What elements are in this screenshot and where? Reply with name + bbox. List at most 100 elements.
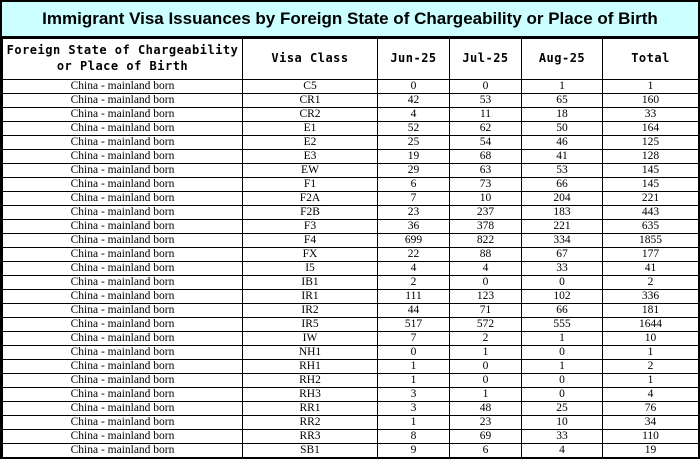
cell-foreign-state: China - mainland born — [2, 219, 243, 234]
cell-jun-25: 52 — [377, 121, 450, 136]
cell-total: 635 — [602, 219, 698, 234]
cell-visa-class: F4 — [242, 233, 378, 248]
cell-jul-25: 237 — [449, 205, 522, 220]
header-row: Foreign State of Chargeability or Place … — [2, 38, 698, 80]
table-row: China - mainland born RR2 1 23 10 34 — [2, 415, 698, 430]
header-aug-25: Aug-25 — [521, 38, 603, 80]
cell-visa-class: RR3 — [242, 429, 378, 444]
cell-total: 1 — [602, 373, 698, 388]
cell-visa-class: F2A — [242, 191, 378, 206]
cell-jul-25: 1 — [449, 345, 522, 360]
cell-jun-25: 42 — [377, 93, 450, 108]
cell-visa-class: FX — [242, 247, 378, 262]
cell-total: 1 — [602, 79, 698, 94]
cell-jun-25: 36 — [377, 219, 450, 234]
cell-aug-25: 102 — [521, 289, 603, 304]
cell-jun-25: 7 — [377, 191, 450, 206]
cell-visa-class: IB1 — [242, 275, 378, 290]
cell-total: 34 — [602, 415, 698, 430]
cell-visa-class: SB1 — [242, 443, 378, 457]
cell-visa-class: IR2 — [242, 303, 378, 318]
cell-visa-class: E1 — [242, 121, 378, 136]
table-row: China - mainland born IB1 2 0 0 2 — [2, 275, 698, 290]
cell-visa-class: CR1 — [242, 93, 378, 108]
cell-visa-class: RH3 — [242, 387, 378, 402]
cell-visa-class: CR2 — [242, 107, 378, 122]
cell-total: 41 — [602, 261, 698, 276]
cell-foreign-state: China - mainland born — [2, 359, 243, 374]
cell-visa-class: RH2 — [242, 373, 378, 388]
cell-aug-25: 33 — [521, 429, 603, 444]
cell-jul-25: 123 — [449, 289, 522, 304]
cell-jun-25: 6 — [377, 177, 450, 192]
cell-jun-25: 4 — [377, 107, 450, 122]
cell-total: 177 — [602, 247, 698, 262]
table-row: China - mainland born RH2 1 0 0 1 — [2, 373, 698, 388]
table-row: China - mainland born I5 4 4 33 41 — [2, 261, 698, 276]
cell-aug-25: 0 — [521, 373, 603, 388]
cell-total: 10 — [602, 331, 698, 346]
cell-aug-25: 46 — [521, 135, 603, 150]
cell-visa-class: F2B — [242, 205, 378, 220]
cell-visa-class: E3 — [242, 149, 378, 164]
cell-total: 2 — [602, 275, 698, 290]
cell-foreign-state: China - mainland born — [2, 205, 243, 220]
cell-total: 221 — [602, 191, 698, 206]
cell-foreign-state: China - mainland born — [2, 387, 243, 402]
cell-jun-25: 3 — [377, 401, 450, 416]
cell-jun-25: 0 — [377, 79, 450, 94]
table-row: China - mainland born RH3 3 1 0 4 — [2, 387, 698, 402]
cell-jun-25: 1 — [377, 359, 450, 374]
cell-visa-class: C5 — [242, 79, 378, 94]
cell-visa-class: RR1 — [242, 401, 378, 416]
cell-jul-25: 73 — [449, 177, 522, 192]
cell-jun-25: 1 — [377, 415, 450, 430]
cell-aug-25: 66 — [521, 303, 603, 318]
cell-aug-25: 1 — [521, 331, 603, 346]
cell-foreign-state: China - mainland born — [2, 135, 243, 150]
cell-aug-25: 67 — [521, 247, 603, 262]
table-row: China - mainland born IR2 44 71 66 181 — [2, 303, 698, 318]
cell-total: 145 — [602, 163, 698, 178]
cell-aug-25: 10 — [521, 415, 603, 430]
cell-foreign-state: China - mainland born — [2, 317, 243, 332]
cell-jul-25: 0 — [449, 359, 522, 374]
cell-jul-25: 378 — [449, 219, 522, 234]
cell-aug-25: 25 — [521, 401, 603, 416]
cell-aug-25: 555 — [521, 317, 603, 332]
cell-jun-25: 8 — [377, 429, 450, 444]
cell-jun-25: 29 — [377, 163, 450, 178]
cell-jun-25: 111 — [377, 289, 450, 304]
cell-visa-class: IW — [242, 331, 378, 346]
cell-jun-25: 0 — [377, 345, 450, 360]
header-jul-25: Jul-25 — [449, 38, 522, 80]
cell-jul-25: 62 — [449, 121, 522, 136]
cell-foreign-state: China - mainland born — [2, 345, 243, 360]
cell-jul-25: 822 — [449, 233, 522, 248]
cell-foreign-state: China - mainland born — [2, 261, 243, 276]
cell-foreign-state: China - mainland born — [2, 275, 243, 290]
cell-foreign-state: China - mainland born — [2, 163, 243, 178]
cell-jun-25: 44 — [377, 303, 450, 318]
cell-jun-25: 19 — [377, 149, 450, 164]
cell-aug-25: 50 — [521, 121, 603, 136]
table-row: China - mainland born IW 7 2 1 10 — [2, 331, 698, 346]
table-row: China - mainland born E3 19 68 41 128 — [2, 149, 698, 164]
cell-jun-25: 25 — [377, 135, 450, 150]
cell-jul-25: 10 — [449, 191, 522, 206]
cell-visa-class: EW — [242, 163, 378, 178]
table-row: China - mainland born NH1 0 1 0 1 — [2, 345, 698, 360]
cell-total: 33 — [602, 107, 698, 122]
cell-aug-25: 4 — [521, 443, 603, 457]
cell-aug-25: 334 — [521, 233, 603, 248]
cell-visa-class: IR5 — [242, 317, 378, 332]
cell-total: 1644 — [602, 317, 698, 332]
cell-jun-25: 2 — [377, 275, 450, 290]
cell-jul-25: 69 — [449, 429, 522, 444]
cell-aug-25: 33 — [521, 261, 603, 276]
cell-visa-class: E2 — [242, 135, 378, 150]
cell-foreign-state: China - mainland born — [2, 177, 243, 192]
cell-aug-25: 221 — [521, 219, 603, 234]
cell-foreign-state: China - mainland born — [2, 331, 243, 346]
